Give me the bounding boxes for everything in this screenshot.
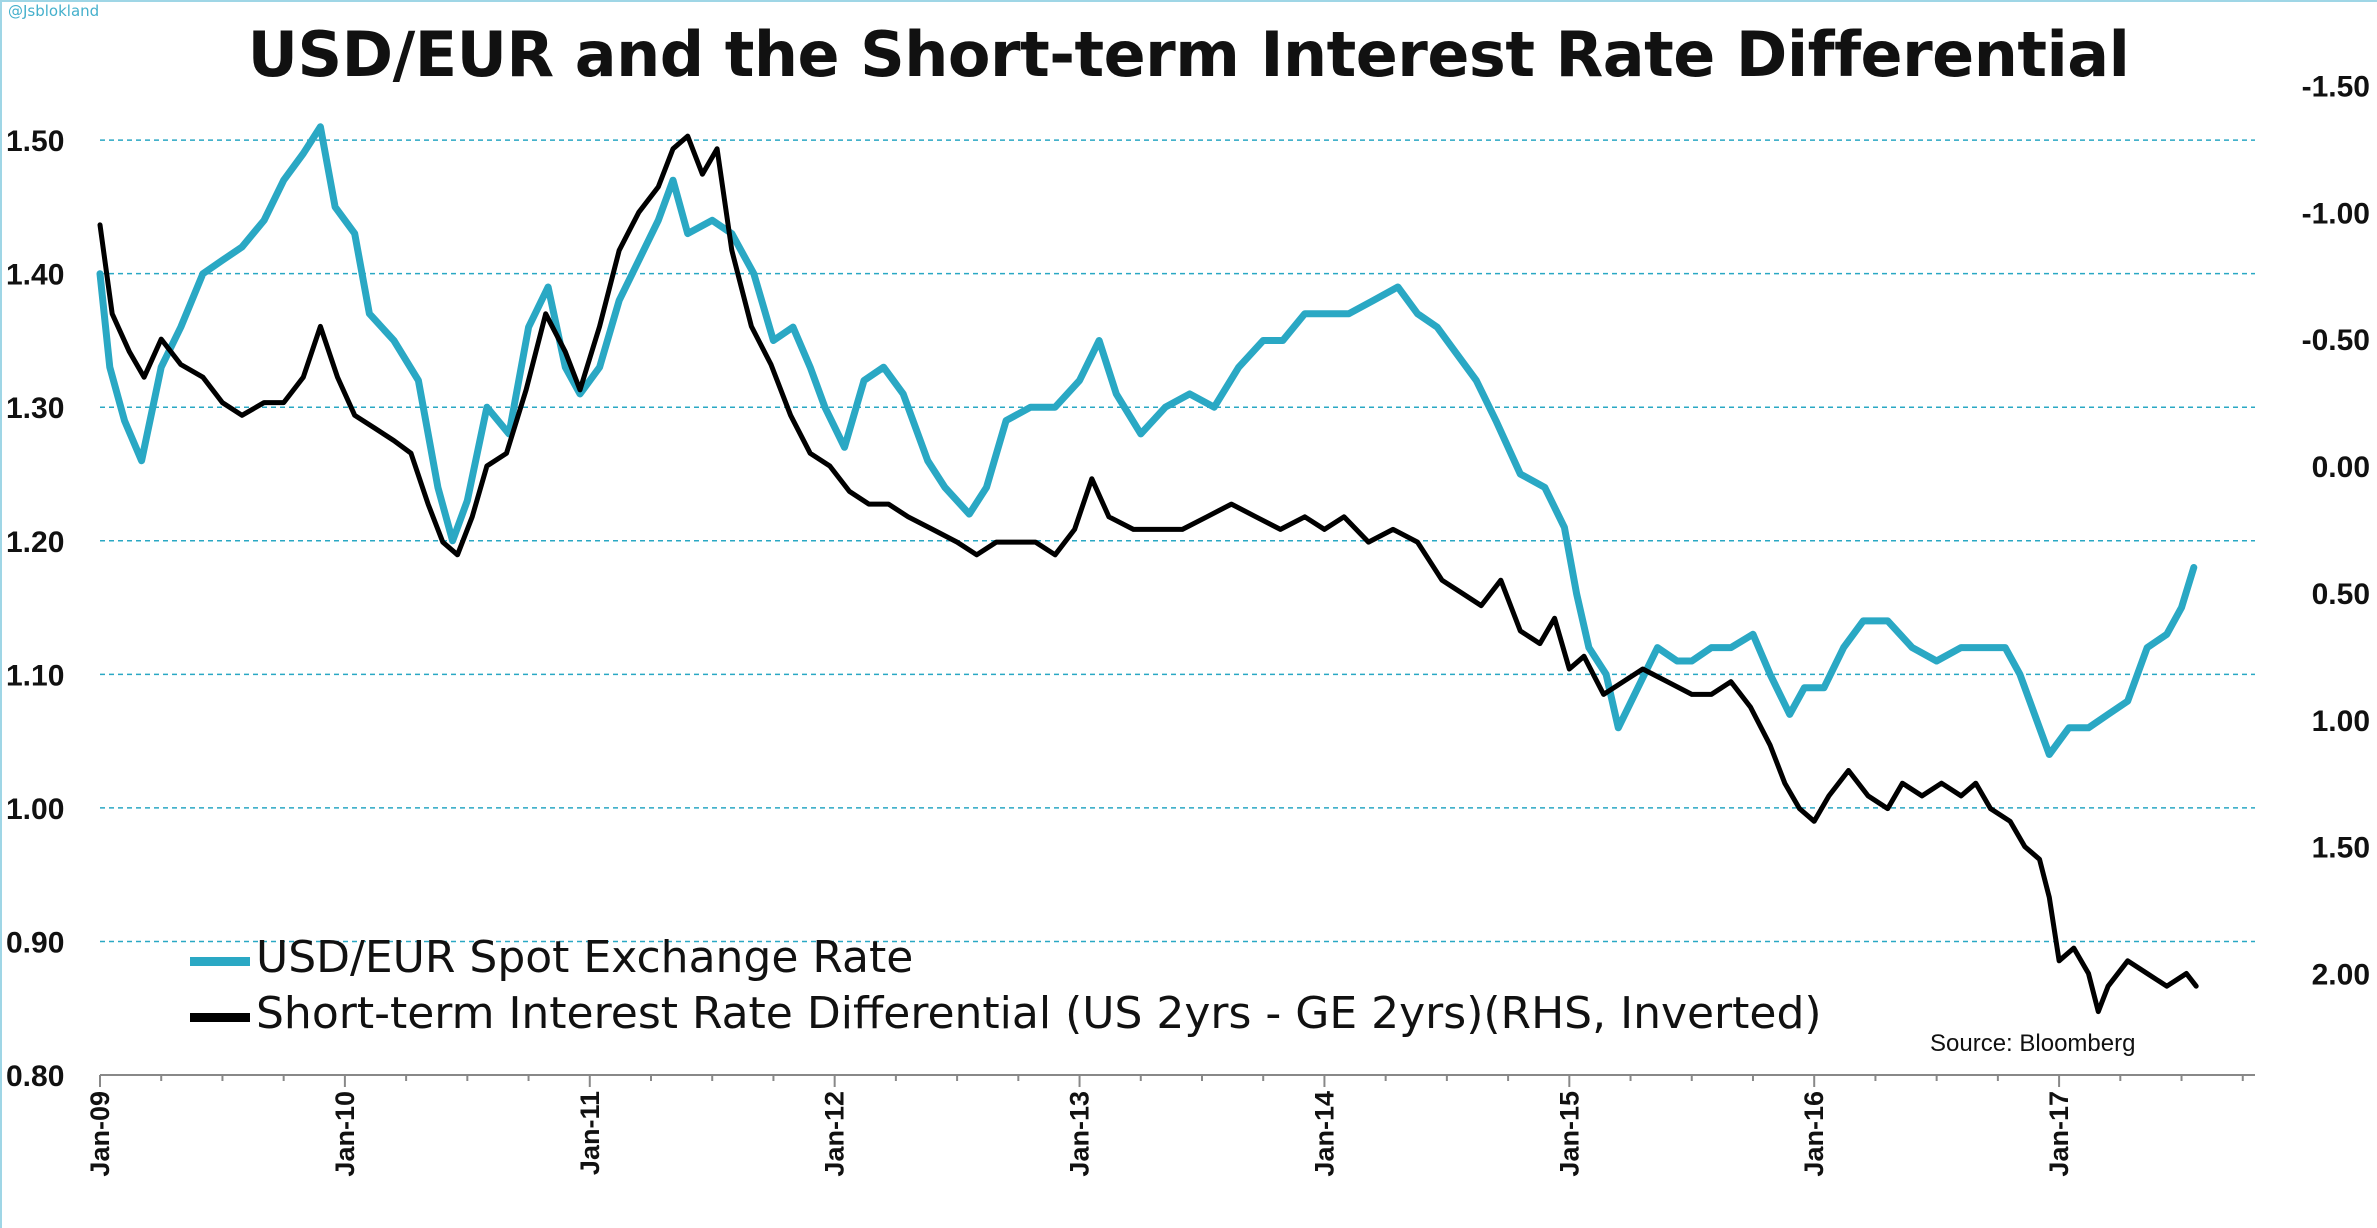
y-right-tick-label: -1.50 [2302,70,2370,103]
x-tick-label: Jan-12 [820,1091,850,1177]
y-right-tick-label: -1.00 [2302,197,2370,230]
series-line-usd-eur [96,123,2198,758]
source-note: Source: Bloomberg [1930,1030,2136,1057]
x-tick-label: Jan-16 [1799,1091,1829,1177]
y-right-tick-label: 1.00 [2312,705,2370,738]
gridlines [100,139,2255,943]
axes [99,1074,2255,1087]
series-lines [96,123,2199,1015]
y-left-tick-label: 1.10 [6,659,64,692]
x-tick-label: Jan-15 [1554,1091,1584,1177]
legend-swatch-usd-eur [190,957,250,966]
watermark: @Jsblokland [8,2,100,20]
y-left-tick-label: 0.90 [6,926,64,959]
y-left-tick-label: 0.80 [6,1060,64,1093]
legend-label-differential: Short-term Interest Rate Differential (U… [256,988,1822,1039]
x-tick-label: Jan-13 [1065,1091,1095,1177]
x-tick-label: Jan-10 [330,1091,360,1177]
legend-label-usd-eur: USD/EUR Spot Exchange Rate [256,932,914,983]
y-left-tick-label: 1.30 [6,392,64,425]
x-tick-label: Jan-09 [85,1091,115,1177]
x-tick-label: Jan-14 [1309,1091,1339,1177]
tick-labels: 0.80 0.90 1.00 1.10 1.20 1.30 1.40 1.50 -1.50 -1.… [6,70,2370,1176]
legend-swatch-differential [190,1013,250,1022]
y-left-tick-label: 1.00 [6,793,64,826]
y-left-tick-label: 1.20 [6,526,64,559]
x-tick-label: Jan-17 [2044,1091,2074,1177]
y-right-tick-label: 2.00 [2312,959,2370,992]
y-right-tick-label: 0.50 [2312,578,2370,611]
y-left-tick-label: 1.40 [6,259,64,292]
y-left-tick-label: 1.50 [6,125,64,158]
series-line-differential [97,133,2199,1015]
chart-title: USD/EUR and the Short-term Interest Rate… [247,18,2130,91]
y-right-tick-label: 1.50 [2312,832,2370,865]
y-right-tick-label: -0.50 [2302,324,2370,357]
y-right-tick-label: 0.00 [2312,451,2370,484]
x-tick-label: Jan-11 [575,1091,605,1175]
